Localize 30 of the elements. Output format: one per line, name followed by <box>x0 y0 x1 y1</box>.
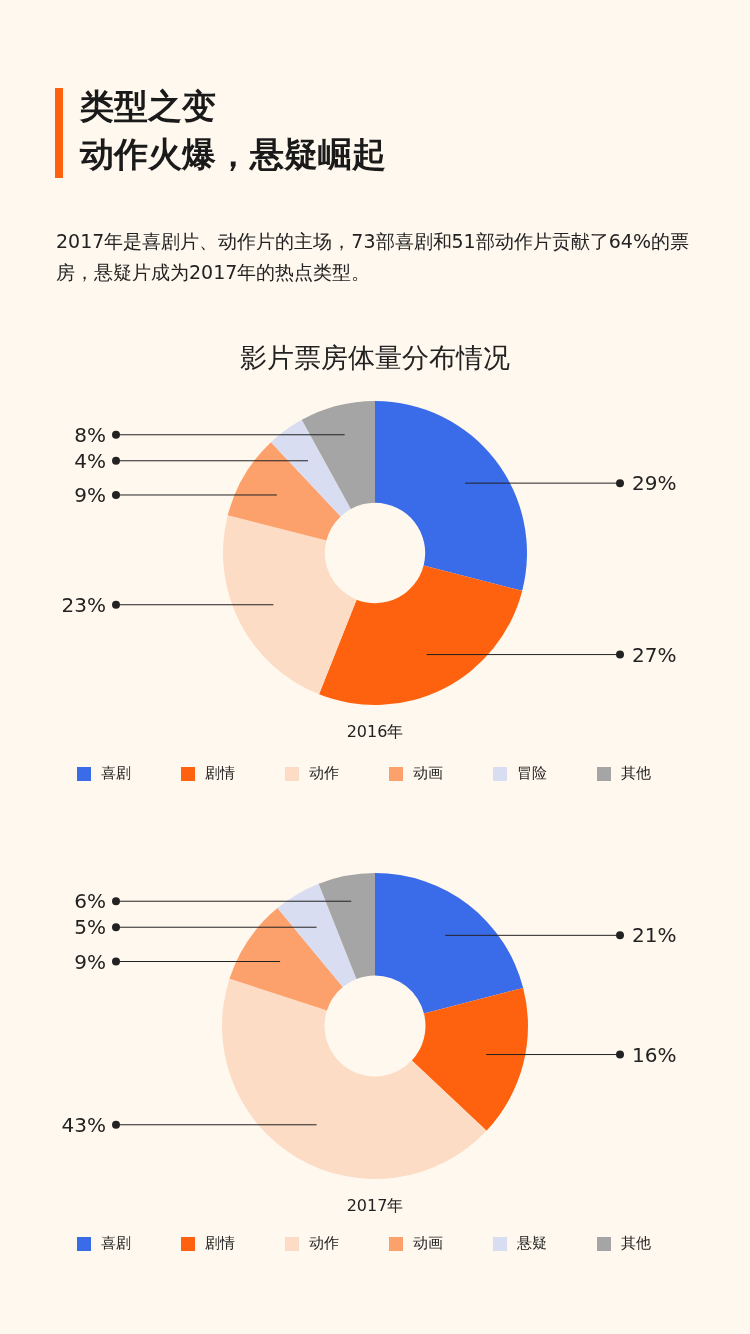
legend-label: 剧情 <box>205 764 235 783</box>
legend-label: 悬疑 <box>517 1234 547 1253</box>
legend-label: 其他 <box>621 1234 651 1253</box>
text: 2017年 <box>345 1196 405 1217</box>
data-label: 9% <box>74 482 106 507</box>
data-label: 21% <box>632 923 677 948</box>
data-label: 8% <box>74 422 106 447</box>
legend-label: 动画 <box>413 1234 443 1253</box>
data-label: 6% <box>74 889 106 914</box>
legend-label: 动画 <box>413 764 443 783</box>
data-label: 27% <box>632 642 677 667</box>
legend-label: 喜剧 <box>101 764 131 783</box>
legend-label: 动作 <box>309 1234 339 1253</box>
data-label: 4% <box>74 448 106 473</box>
legend-label: 冒险 <box>517 764 547 783</box>
legend-label: 剧情 <box>205 1234 235 1253</box>
text: 类型之变 <box>80 85 216 128</box>
data-label: 29% <box>632 471 677 496</box>
legend-label: 动作 <box>309 764 339 783</box>
data-label: 5% <box>74 915 106 940</box>
legend-label: 其他 <box>621 764 651 783</box>
data-label: 43% <box>61 1112 106 1137</box>
data-label: 9% <box>74 949 106 974</box>
data-label: 16% <box>632 1042 677 1067</box>
text: 2016年 <box>345 722 405 743</box>
text: 动作火爆，悬疑崛起 <box>80 133 386 176</box>
chart-title: 影片票房体量分布情况 <box>239 341 511 375</box>
legend-label: 喜剧 <box>101 1234 131 1253</box>
text: 2017年是喜剧片、动作片的主场，73部喜剧和51部动作片贡献了64%的票房，悬疑片成为2017年的热点类型。 <box>56 229 690 285</box>
data-label: 23% <box>61 592 106 617</box>
